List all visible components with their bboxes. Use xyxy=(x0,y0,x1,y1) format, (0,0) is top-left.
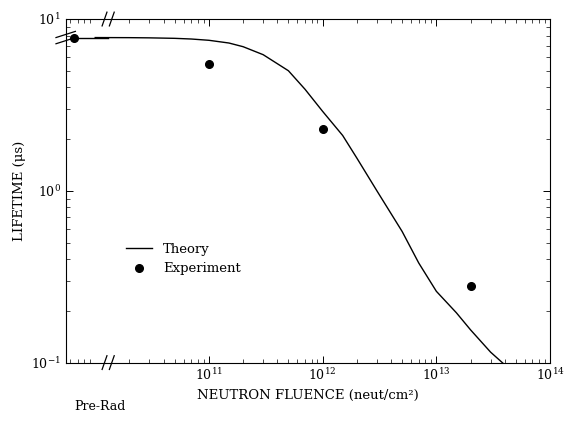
Text: Pre-Rad: Pre-Rad xyxy=(74,400,126,413)
Legend: Theory, Experiment: Theory, Experiment xyxy=(121,237,246,280)
X-axis label: NEUTRON FLUENCE (neut/cm²): NEUTRON FLUENCE (neut/cm²) xyxy=(197,389,419,402)
Y-axis label: LIFETIME (μs): LIFETIME (μs) xyxy=(13,141,25,241)
